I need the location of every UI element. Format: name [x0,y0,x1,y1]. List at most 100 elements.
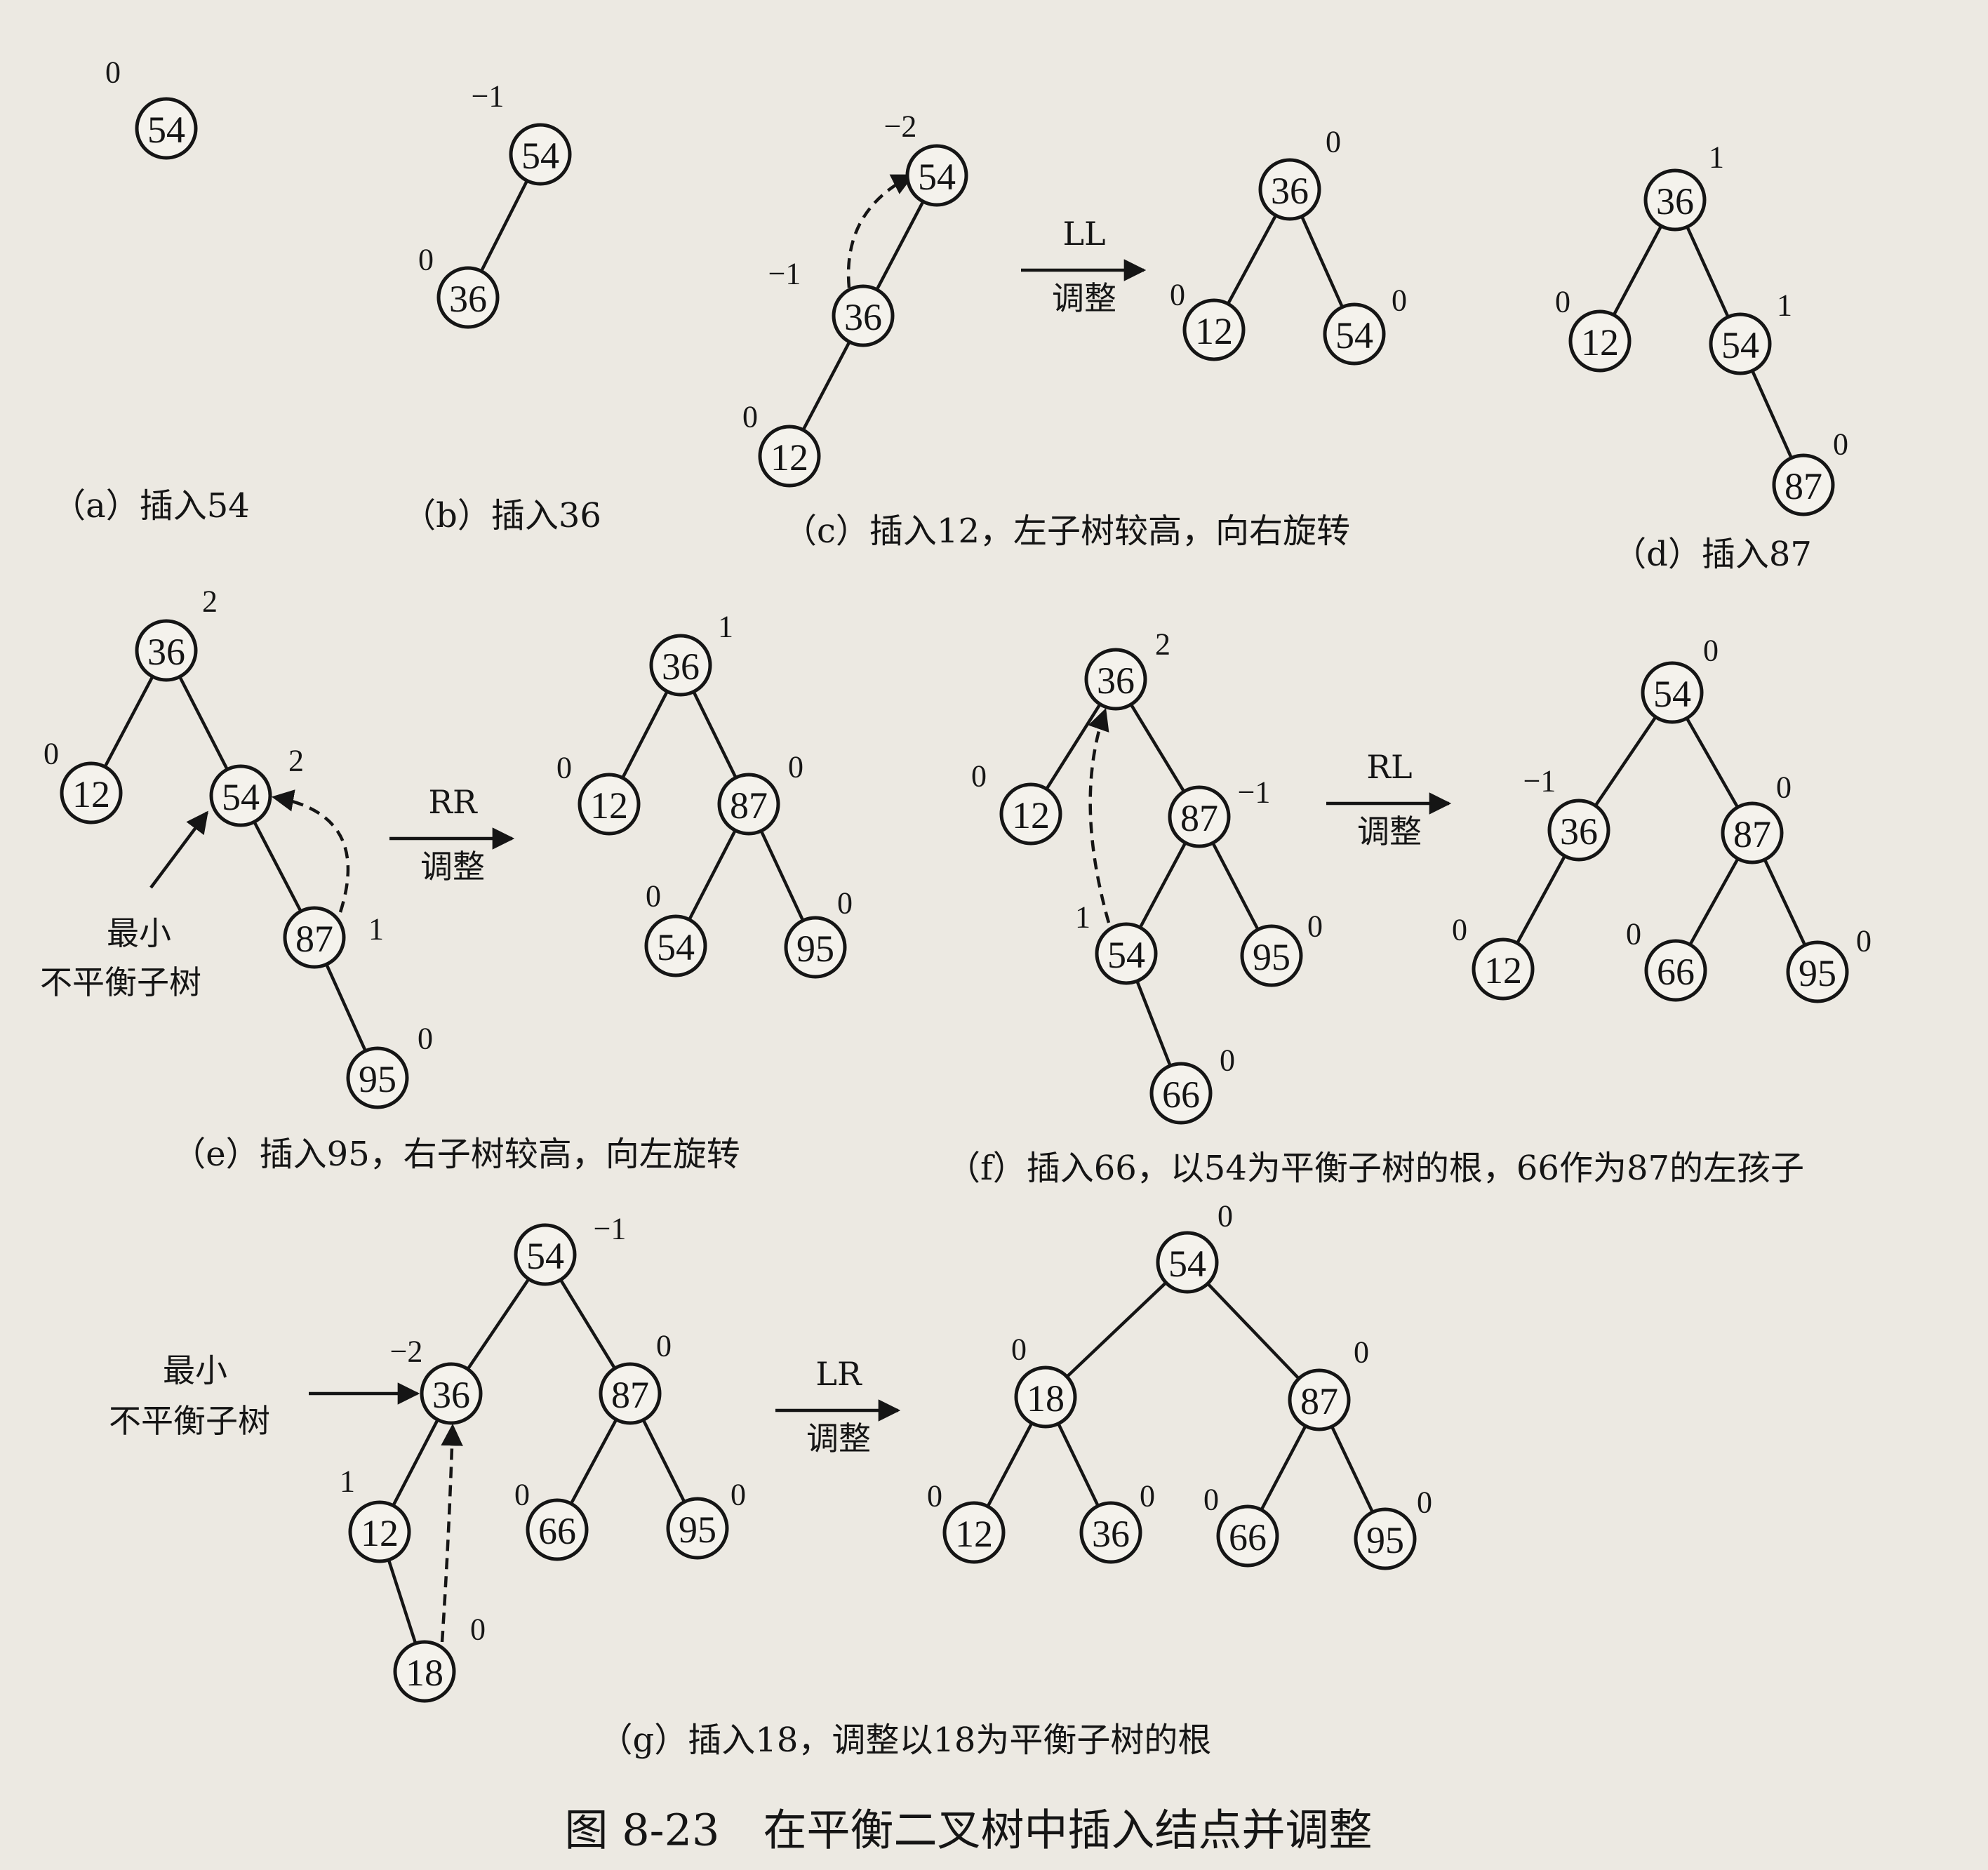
tree-edge-e-87-95 [325,963,367,1052]
tree-node-e-36: 36 [135,619,198,682]
tree-node-g-result-87: 87 [1288,1368,1351,1431]
node-circle [999,782,1062,846]
tree-node-f-result-12: 12 [1472,937,1535,1001]
node-key: 54 [1168,1243,1206,1285]
tree-edge-f-result-36-12 [1516,855,1566,944]
node-key: 87 [1733,813,1771,855]
min-unbalanced-label-e-2: 不平衡子树 [40,963,201,1001]
balance-factor-f-result-66: 0 [1626,917,1641,951]
balance-factor-e-result-36: 1 [718,610,733,644]
node-key: 54 [657,926,695,968]
balance-factor-g-95: 0 [731,1478,746,1512]
tree-node-g-result-66: 66 [1216,1504,1279,1568]
balance-factor-g-18: 0 [470,1612,486,1647]
balance-factor-e-36: 2 [202,585,218,619]
min-unbalanced-label-g-1: 最小 [163,1351,227,1389]
balance-factor-c-36: −1 [768,257,801,291]
node-key: 87 [730,784,768,827]
tree-edge-f-87-95 [1211,842,1260,930]
node-circle [599,1362,662,1425]
balance-factor-d-36: 1 [1709,140,1724,175]
tree-node-e-87: 87 [283,906,346,969]
balance-factor-b-36: 0 [418,243,434,277]
tree-node-e-result-36: 36 [649,634,712,697]
node-circle [666,1497,729,1560]
figure-title: 图 8-23 在平衡二叉树中插入结点并调整 [565,1805,1373,1856]
balance-factor-d-12: 0 [1555,285,1570,319]
node-key: 95 [1253,936,1290,978]
balance-factor-f-95: 0 [1307,909,1323,944]
node-circle [509,123,572,186]
node-circle [832,284,895,347]
tree-node-c-result-54: 54 [1323,302,1386,366]
tree-node-g-12: 12 [348,1500,411,1563]
balance-factor-c-result-12: 0 [1170,278,1185,312]
tree-node-e-result-87: 87 [717,773,780,836]
node-circle [1641,661,1704,724]
node-circle [1216,1504,1279,1568]
tree-node-e-95: 95 [346,1046,409,1109]
balance-factor-g-result-66: 0 [1203,1483,1219,1517]
node-circle [1721,801,1784,864]
tree-node-c-12: 12 [758,425,821,488]
node-key: 54 [1721,324,1759,366]
node-circle [578,773,641,836]
tree-node-f-result-95: 95 [1786,940,1849,1003]
node-circle [393,1640,456,1703]
node-circle [717,773,780,836]
tree-node-b-54: 54 [509,123,572,186]
node-circle [135,97,198,160]
node-circle [942,1501,1006,1564]
tree-node-f-66: 66 [1149,1062,1213,1125]
node-key: 36 [1560,810,1598,853]
tree-node-d-54: 54 [1709,312,1772,375]
node-key: 95 [359,1058,396,1100]
node-key: 18 [406,1652,443,1694]
operation-label-f: 调整 [1357,813,1422,850]
tree-edge-g-36-12 [392,1419,439,1507]
tree-edge-g-12-18 [387,1559,418,1644]
tree-edge-g-result-87-95 [1330,1425,1375,1514]
balance-factor-c-54: −2 [884,109,917,144]
tree-edge-f-36-87 [1129,703,1186,793]
node-circle [60,761,123,824]
operation-type-c: LL [1062,215,1105,253]
node-circle [348,1500,411,1563]
node-key: 54 [521,135,559,177]
node-circle [283,906,346,969]
node-key: 36 [1092,1513,1130,1555]
balance-factor-g-result-12: 0 [927,1479,942,1514]
node-circle [1786,940,1849,1003]
tree-node-e-result-95: 95 [784,916,847,979]
node-circle [1472,937,1535,1001]
rotation-hint-arrow-f [1088,708,1111,923]
operation-type-e: RR [428,783,478,821]
node-circle [1288,1368,1351,1431]
balance-factor-b-54: −1 [472,79,505,114]
node-circle [1156,1231,1219,1294]
node-circle [346,1046,409,1109]
balance-factor-e-54: 2 [288,744,304,778]
tree-node-f-result-66: 66 [1644,939,1707,1002]
tree-node-g-18: 18 [393,1640,456,1703]
rotation-hint-arrow-c [846,173,914,288]
caption-b: （b）插入36 [402,496,601,535]
caption-d: （d）插入87 [1613,535,1812,574]
balance-factor-f-54: 1 [1075,900,1090,935]
tree-node-f-result-87: 87 [1721,801,1784,864]
tree-node-a-54: 54 [135,97,198,160]
tree-node-g-result-36: 36 [1079,1501,1142,1564]
node-key: 54 [222,776,260,818]
balance-factor-g-result-87: 0 [1354,1335,1369,1370]
balance-factor-f-36: 2 [1155,627,1170,662]
tree-node-f-54: 54 [1095,922,1158,985]
operation-type-f: RL [1366,748,1412,786]
caption-a: （a）插入54 [52,486,250,526]
tree-edge-g-54-87 [559,1278,617,1370]
node-key: 95 [1799,952,1836,994]
node-key: 95 [679,1509,716,1551]
node-circle [1323,302,1386,366]
tree-node-e-result-54: 54 [644,914,707,977]
tree-node-c-54: 54 [905,144,968,207]
node-key: 12 [361,1512,399,1554]
